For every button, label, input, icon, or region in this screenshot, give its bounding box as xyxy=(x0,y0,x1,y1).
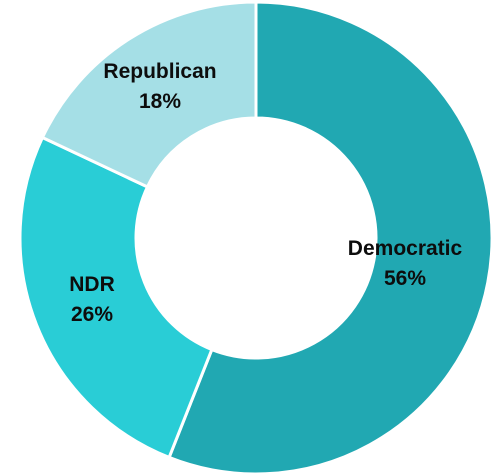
slice-percent-label: 26% xyxy=(71,303,113,326)
slice-ndr xyxy=(18,135,214,460)
slice-category-label: NDR xyxy=(69,273,115,296)
slice-category-label: Democratic xyxy=(348,237,463,260)
slice-percent-label: 18% xyxy=(139,90,181,113)
slice-democratic xyxy=(167,0,494,475)
labels-layer: Democratic 56% NDR 26% Republican 18% xyxy=(69,60,462,326)
slice-category-label: Republican xyxy=(103,60,216,83)
slice-percent-label: 56% xyxy=(384,267,426,290)
slice-republican xyxy=(40,0,258,189)
slices-layer xyxy=(18,0,494,475)
